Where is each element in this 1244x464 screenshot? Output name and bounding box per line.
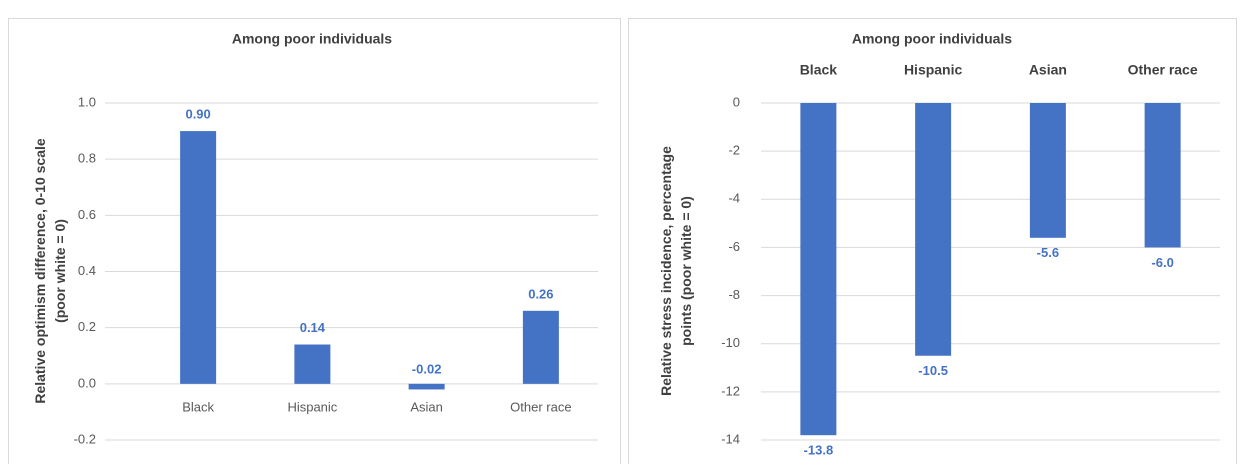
y-tick-label: 0	[733, 94, 740, 109]
y-tick-label: -10	[721, 335, 740, 350]
chart-title: Among poor individuals	[852, 31, 1012, 47]
value-label: 0.14	[300, 320, 326, 335]
value-label: 0.90	[185, 107, 210, 122]
y-axis-title-line: points (poor white = 0)	[678, 196, 694, 346]
y-tick-label: 0.4	[78, 263, 96, 278]
bar	[294, 344, 331, 384]
value-label: -13.8	[804, 443, 834, 458]
y-tick-label: 0.6	[78, 207, 96, 222]
y-axis-title-line: Relative stress incidence, percentage	[658, 146, 674, 396]
x-tick-label: Other race	[510, 399, 571, 414]
x-tick-label: Black	[182, 399, 214, 414]
bar	[180, 131, 217, 384]
y-tick-label: -14	[721, 431, 740, 446]
y-tick-label: -4	[728, 191, 740, 206]
x-tick-label: Hispanic	[287, 399, 337, 414]
y-tick-label: -12	[721, 383, 740, 398]
bar	[522, 310, 559, 384]
value-label: -5.6	[1037, 245, 1059, 260]
bar	[408, 383, 445, 390]
y-tick-label: 0.2	[78, 319, 96, 334]
y-tick-label: 0.0	[78, 375, 96, 390]
y-axis-title: Relative optimism difference, 0-10 scale…	[32, 138, 68, 404]
value-label: -0.02	[412, 361, 442, 376]
value-label: -10.5	[918, 363, 948, 378]
y-tick-label: 0.8	[78, 151, 96, 166]
bar	[1144, 103, 1181, 248]
y-tick-label: -6	[728, 239, 740, 254]
y-tick-label: -0.2	[74, 431, 96, 446]
value-label: 0.26	[528, 286, 553, 301]
x-tick-label: Hispanic	[904, 62, 963, 78]
bar	[800, 103, 837, 436]
x-tick-label: Asian	[1029, 62, 1067, 78]
y-axis-title: Relative stress incidence, percentage poi…	[658, 146, 694, 396]
y-tick-label: -8	[728, 287, 740, 302]
y-axis-title-line: Relative optimism difference, 0-10 scale	[32, 138, 48, 404]
y-tick-label: 1.0	[78, 94, 96, 109]
panel	[8, 18, 621, 464]
y-axis-title-line: (poor white = 0)	[52, 219, 68, 323]
bar	[915, 103, 952, 356]
y-tick-label: -2	[728, 143, 740, 158]
value-label: -6.0	[1151, 255, 1173, 270]
chart-title: Among poor individuals	[232, 31, 392, 47]
x-tick-label: Other race	[1128, 62, 1198, 78]
x-tick-label: Black	[800, 62, 838, 78]
x-tick-label: Asian	[410, 399, 443, 414]
bar	[1029, 103, 1066, 238]
